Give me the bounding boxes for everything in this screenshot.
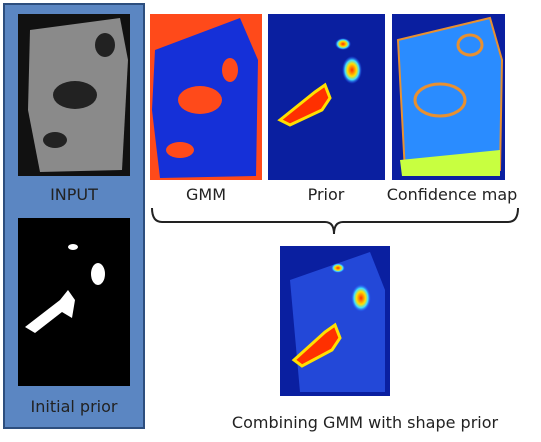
result-glow: [351, 284, 371, 312]
result-image: [280, 246, 390, 396]
gmm-blob: [222, 58, 238, 82]
gmm-image: [150, 14, 262, 180]
gmm-label: GMM: [186, 185, 226, 204]
figure: INPUT Initial prior GMM Prior Confidence…: [0, 0, 541, 438]
confidence-image: [392, 14, 505, 180]
prior-glow: [335, 38, 351, 50]
prior-image: [268, 14, 385, 180]
prior-blob: [68, 244, 78, 250]
page: {"left_panel": {"input_label": "INPUT", …: [0, 0, 541, 438]
confidence-label: Confidence map: [387, 185, 518, 204]
prior-label: Prior: [308, 185, 345, 204]
gmm-blob: [166, 142, 194, 158]
initial-prior-image: [18, 218, 130, 386]
prior-blob: [91, 263, 105, 285]
pore: [43, 132, 67, 148]
pore: [95, 33, 115, 57]
confidence-region: [398, 18, 502, 172]
input-image: [18, 14, 130, 176]
input-label: INPUT: [50, 185, 98, 204]
pore: [53, 81, 97, 109]
prior-glow: [342, 56, 362, 84]
initial-prior-label: Initial prior: [31, 397, 118, 416]
result-glow: [331, 263, 345, 273]
result-label: Combining GMM with shape prior: [232, 413, 499, 432]
brace: [152, 208, 518, 234]
gmm-blob: [178, 86, 222, 114]
